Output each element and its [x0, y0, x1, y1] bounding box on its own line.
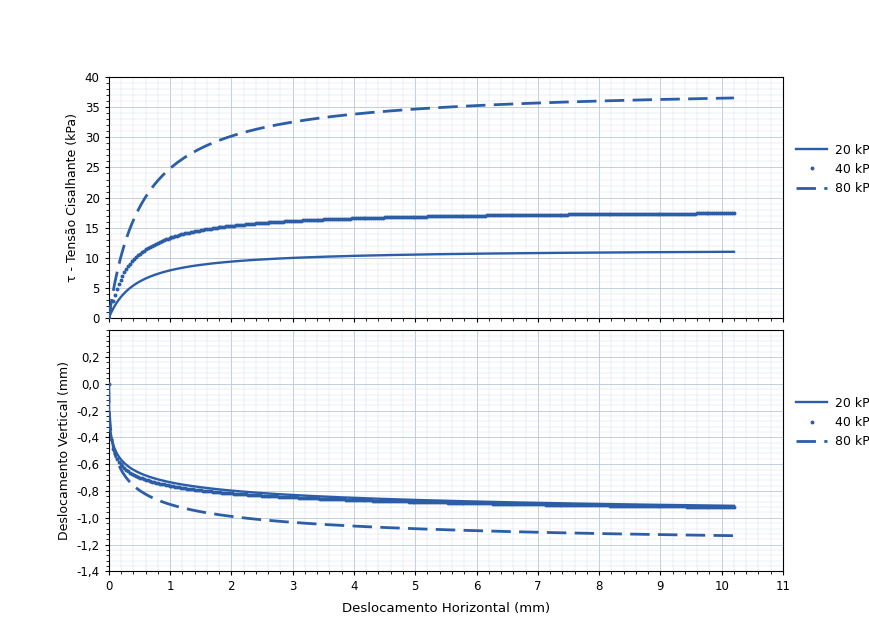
- X-axis label: Deslocamento Horizontal (mm): Deslocamento Horizontal (mm): [342, 602, 549, 615]
- 20 kPa: [664, 248, 674, 256]
- 80 kPa: [279, 518, 289, 526]
- 80 kPa: [132, 485, 143, 493]
- 20 kPa: [279, 490, 289, 498]
- 40 kPa: [103, 315, 114, 322]
- 40 kPa: [427, 498, 437, 506]
- Line: 80 kPa: 80 kPa: [109, 384, 733, 535]
- 80 kPa: [103, 380, 114, 388]
- 80 kPa: [664, 531, 674, 539]
- 40 kPa: [728, 209, 739, 217]
- 80 kPa: [279, 119, 289, 127]
- 20 kPa: [728, 502, 739, 510]
- 40 kPa: [552, 501, 562, 508]
- Line: 20 kPa: 20 kPa: [109, 252, 733, 318]
- 40 kPa: [544, 211, 554, 218]
- 40 kPa: [544, 501, 554, 508]
- Line: 40 kPa: 40 kPa: [108, 212, 734, 320]
- 20 kPa: [728, 248, 739, 256]
- Legend: 20 kPa, 40 kPa, 80 kPa: 20 kPa, 40 kPa, 80 kPa: [795, 144, 869, 195]
- 80 kPa: [457, 103, 468, 110]
- Line: 20 kPa: 20 kPa: [109, 384, 733, 506]
- 40 kPa: [652, 210, 662, 218]
- 40 kPa: [103, 380, 114, 388]
- 40 kPa: [194, 227, 204, 234]
- 80 kPa: [315, 114, 325, 122]
- 20 kPa: [132, 279, 143, 286]
- 80 kPa: [664, 96, 674, 103]
- Line: 40 kPa: 40 kPa: [108, 383, 734, 508]
- 80 kPa: [315, 520, 325, 528]
- Y-axis label: Deslocamento Vertical (mm): Deslocamento Vertical (mm): [58, 361, 71, 541]
- 20 kPa: [279, 254, 289, 262]
- 80 kPa: [600, 97, 610, 105]
- 20 kPa: [315, 492, 325, 500]
- 80 kPa: [103, 315, 114, 322]
- 40 kPa: [616, 502, 627, 510]
- 20 kPa: [600, 248, 610, 256]
- 20 kPa: [600, 500, 610, 508]
- 20 kPa: [103, 315, 114, 322]
- 20 kPa: [664, 501, 674, 509]
- Line: 80 kPa: 80 kPa: [109, 98, 733, 318]
- 20 kPa: [457, 498, 468, 505]
- 80 kPa: [728, 94, 739, 102]
- 40 kPa: [616, 210, 627, 218]
- 20 kPa: [457, 250, 468, 257]
- 40 kPa: [652, 502, 662, 510]
- 80 kPa: [728, 532, 739, 539]
- 80 kPa: [457, 526, 468, 534]
- 40 kPa: [427, 213, 437, 220]
- 40 kPa: [552, 211, 562, 218]
- 20 kPa: [315, 253, 325, 261]
- 80 kPa: [132, 207, 143, 215]
- Legend: 20 kPa, 40 kPa, 80 kPa: 20 kPa, 40 kPa, 80 kPa: [795, 397, 869, 448]
- 20 kPa: [103, 380, 114, 388]
- Y-axis label: τ - Tensão Cisalhante (kPa): τ - Tensão Cisalhante (kPa): [66, 113, 79, 282]
- 40 kPa: [728, 503, 739, 511]
- 80 kPa: [600, 530, 610, 537]
- 40 kPa: [194, 486, 204, 494]
- 20 kPa: [132, 468, 143, 476]
